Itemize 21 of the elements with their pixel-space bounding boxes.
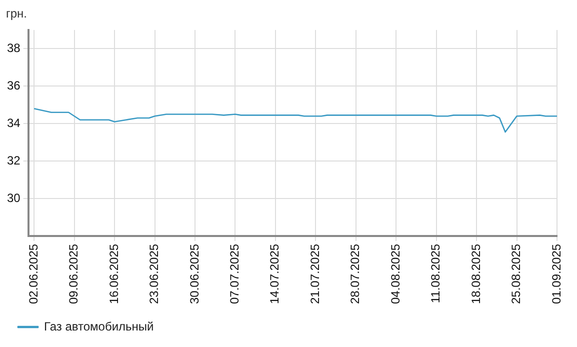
- x-tick-label: 01.09.2025: [549, 244, 564, 304]
- x-tick-label: 23.06.2025: [147, 244, 162, 304]
- y-axis-title: грн.: [6, 6, 28, 20]
- y-tick-label: 36: [6, 78, 21, 92]
- x-tick-label: 25.08.2025: [509, 244, 524, 304]
- legend-label: Газ автомобильный: [44, 319, 154, 334]
- x-tick-label: 30.06.2025: [187, 244, 202, 304]
- x-tick-label: 07.07.2025: [228, 244, 242, 304]
- x-tick-label: 14.07.2025: [268, 244, 282, 304]
- x-tick-label: 28.07.2025: [348, 244, 362, 304]
- y-tick-label: 34: [6, 116, 21, 130]
- x-tick-label: 02.06.2025: [26, 244, 40, 304]
- y-tick-label: 30: [6, 190, 21, 205]
- y-tick-label: 38: [6, 41, 21, 56]
- y-tick-label: 32: [6, 153, 21, 168]
- x-tick-label: 04.08.2025: [388, 244, 402, 304]
- x-tick-label: 09.06.2025: [66, 244, 81, 304]
- x-tick-label: 11.08.2025: [428, 244, 443, 304]
- x-tick-label: 16.06.2025: [106, 244, 121, 304]
- x-tick-label: 18.08.2025: [468, 244, 483, 304]
- x-tick-label: 21.07.2025: [308, 244, 322, 304]
